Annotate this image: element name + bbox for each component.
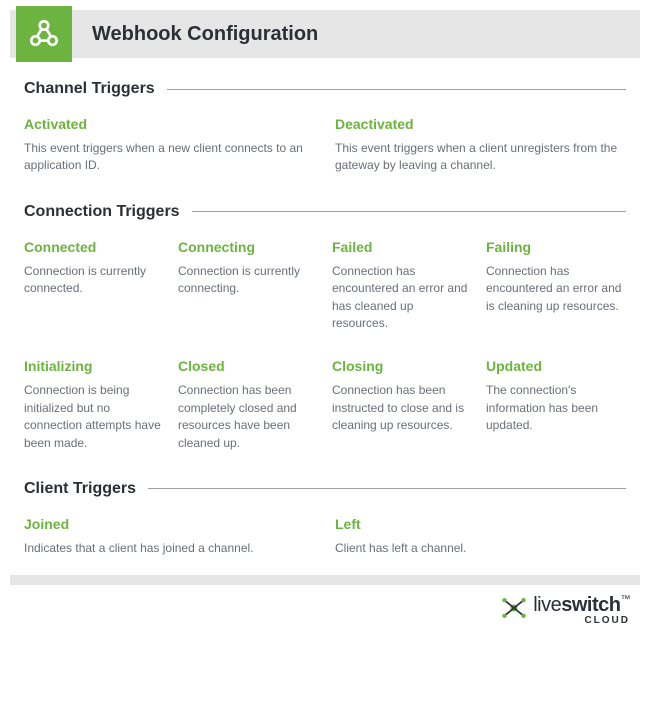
page-title: Webhook Configuration (92, 23, 318, 46)
divider-line (148, 488, 626, 489)
trigger-item: Failing Connection has encountered an er… (486, 239, 626, 333)
webhook-icon (16, 6, 72, 62)
brand-text: liveswitch™ CLOUD (533, 595, 630, 626)
brand-name: liveswitch™ (533, 595, 630, 615)
trigger-item: Failed Connection has encountered an err… (332, 239, 472, 333)
section-title: Channel Triggers (24, 80, 155, 98)
divider-line (167, 89, 626, 90)
trigger-item: Closing Connection has been instructed t… (332, 358, 472, 452)
section-header: Channel Triggers (24, 80, 626, 98)
brand-sub: CLOUD (584, 616, 630, 626)
trigger-title: Left (335, 516, 626, 532)
trigger-title: Joined (24, 516, 315, 532)
trigger-title: Updated (486, 358, 626, 374)
trigger-item: Left Client has left a channel. (335, 516, 626, 557)
trigger-title: Failing (486, 239, 626, 255)
trigger-description: Connection has encountered an error and … (486, 263, 626, 315)
trigger-description: Client has left a channel. (335, 540, 626, 557)
trigger-item: Closed Connection has been completely cl… (178, 358, 318, 452)
trigger-title: Activated (24, 116, 315, 132)
trigger-title: Connecting (178, 239, 318, 255)
trigger-item: Updated The connection's information has… (486, 358, 626, 452)
section-header: Connection Triggers (24, 203, 626, 221)
trigger-description: Connection has been completely closed an… (178, 382, 318, 452)
trigger-item: Joined Indicates that a client has joine… (24, 516, 315, 557)
footer-divider (10, 575, 640, 585)
trigger-description: Connection is being initialized but no c… (24, 382, 164, 452)
section-channel-triggers: Channel Triggers Activated This event tr… (10, 80, 640, 175)
trigger-description: Connection has been instructed to close … (332, 382, 472, 434)
trigger-title: Failed (332, 239, 472, 255)
trigger-description: Connection is currently connected. (24, 263, 164, 298)
trigger-title: Deactivated (335, 116, 626, 132)
section-client-triggers: Client Triggers Joined Indicates that a … (10, 480, 640, 557)
trigger-description: Indicates that a client has joined a cha… (24, 540, 315, 557)
trigger-item: Connecting Connection is currently conne… (178, 239, 318, 333)
section-title: Connection Triggers (24, 203, 180, 221)
trigger-description: Connection has encountered an error and … (332, 263, 472, 333)
trigger-description: Connection is currently connecting. (178, 263, 318, 298)
divider-line (192, 211, 626, 212)
section-header: Client Triggers (24, 480, 626, 498)
trigger-title: Closed (178, 358, 318, 374)
section-connection-triggers: Connection Triggers Connected Connection… (10, 203, 640, 452)
liveswitch-mark-icon (501, 595, 527, 626)
trigger-description: This event triggers when a client unregi… (335, 140, 626, 175)
trigger-item: Activated This event triggers when a new… (24, 116, 315, 175)
brand-logo: liveswitch™ CLOUD (10, 595, 640, 626)
header-bar: Webhook Configuration (10, 10, 640, 58)
trigger-description: The connection's information has been up… (486, 382, 626, 434)
trigger-item: Initializing Connection is being initial… (24, 358, 164, 452)
trigger-item: Connected Connection is currently connec… (24, 239, 164, 333)
trigger-description: This event triggers when a new client co… (24, 140, 315, 175)
trigger-title: Initializing (24, 358, 164, 374)
trigger-title: Closing (332, 358, 472, 374)
section-title: Client Triggers (24, 480, 136, 498)
trigger-title: Connected (24, 239, 164, 255)
trigger-item: Deactivated This event triggers when a c… (335, 116, 626, 175)
